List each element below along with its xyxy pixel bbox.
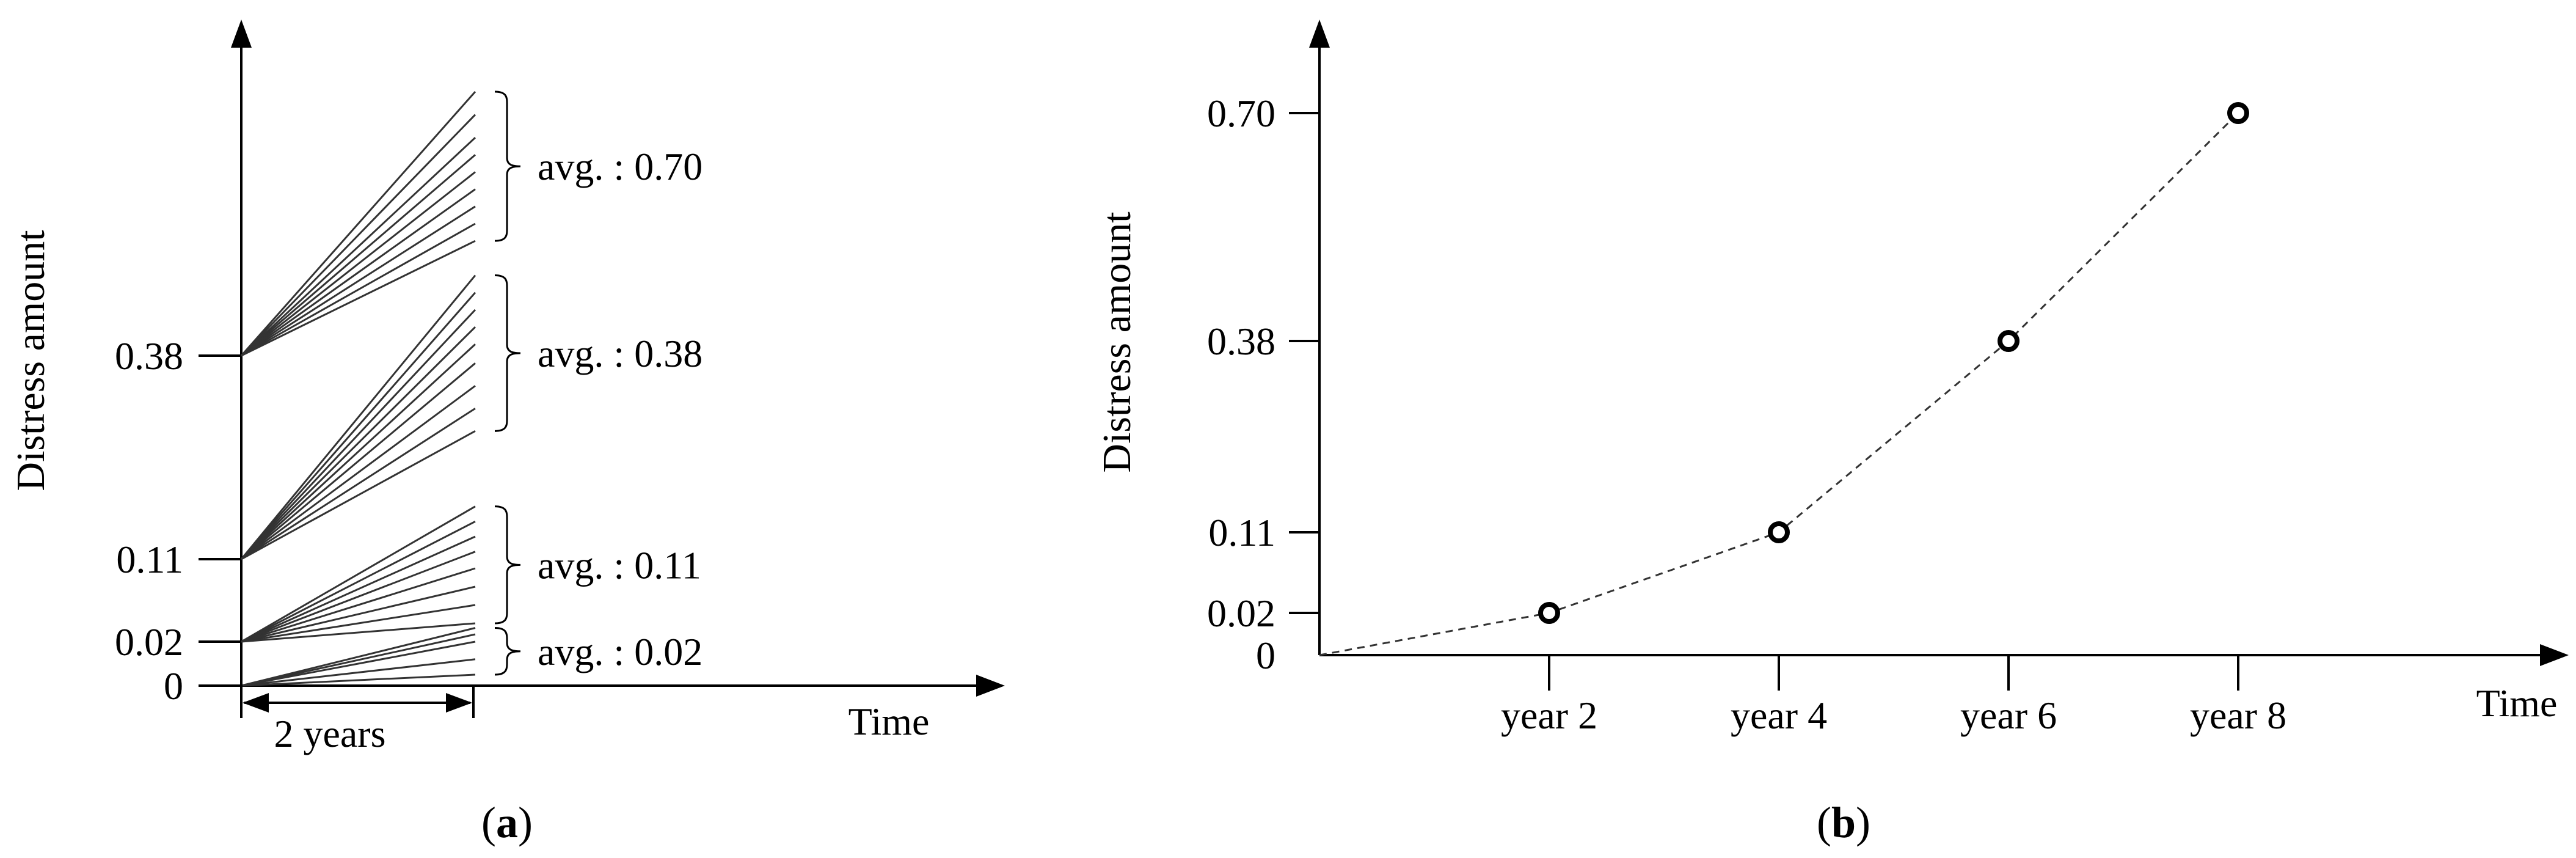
panel-a-trend-line — [241, 430, 476, 560]
panel-a-brace — [494, 505, 521, 625]
panel-a-trend-line — [241, 171, 476, 357]
panel-a-trend-line — [241, 604, 476, 643]
panel-a-trend-line — [240, 91, 476, 356]
panel-a-trend-line — [241, 362, 476, 560]
panel-b-x-axis-arrow — [2540, 644, 2569, 666]
panel-a-y-tick-label: 0 — [164, 664, 183, 708]
panel-b-y-tick-label: 0.02 — [1207, 592, 1275, 635]
panel-b-y-ticks: 00.02 0.11 0.38 0.70 — [1207, 92, 1319, 677]
panel-b-data-point — [1538, 602, 1560, 624]
panel-a-trend-line — [241, 551, 476, 643]
panel-b-y-tick-label: 0 — [1256, 634, 1275, 677]
panel-a-trend-line — [241, 567, 476, 643]
panel-b-y-tick-label: 0.70 — [1207, 92, 1275, 135]
panel-a-avg-label: avg. : 0.70 — [538, 145, 702, 188]
panel-a-trend-line — [241, 505, 476, 643]
panel-a-trend-line — [240, 309, 476, 560]
panel-a-span-label: 2 years — [274, 712, 385, 755]
panel-a-trend-line — [241, 673, 476, 687]
panel-a-y-tick-label: 0.11 — [116, 538, 183, 581]
panel-a-trend-line — [241, 520, 476, 643]
panel-b-caption: (b) — [1817, 798, 1870, 847]
panel-a-trend-line — [241, 585, 476, 643]
panel-b-data-point — [1998, 330, 2020, 352]
panel-a-trend-line — [240, 343, 476, 560]
panel-a-y-ticks: 00.02 0.11 0.38 — [115, 334, 241, 708]
panel-a-caption-letter: a — [496, 798, 518, 847]
panel-a-trend-line — [241, 622, 476, 643]
panel-b-data-point — [1768, 521, 1790, 543]
panel-a-brace — [494, 90, 521, 242]
panel-a-brace — [494, 274, 521, 432]
panel-a-braces: avg. : 0.02 avg. : 0.11 avg. : 0.38 avg. : … — [494, 90, 702, 676]
panel-a-trend-line — [241, 633, 476, 687]
panel-b-x-ticks: year 2 year 4 year 6 year 8 — [1501, 655, 2286, 737]
panel-a-trend-line — [240, 114, 476, 357]
panel-a-trend-line — [241, 640, 476, 687]
panel-a-trend-line — [241, 240, 476, 357]
panel-b-y-axis-arrow — [1309, 20, 1330, 48]
panel-a-span-arrowhead-right — [446, 693, 472, 713]
panel-b-y-tick-label: 0.38 — [1207, 320, 1275, 363]
panel-a-avg-label: avg. : 0.02 — [538, 630, 702, 673]
panel-b-x-tick-label: year 2 — [1501, 694, 1597, 737]
panel-b-x-label: Time — [2476, 681, 2558, 725]
panel-b-y-tick-label: 0.11 — [1208, 511, 1275, 554]
panel-a-avg-label: avg. : 0.38 — [538, 332, 702, 375]
panel-a-avg-label: avg. : 0.11 — [538, 543, 701, 587]
panel-a-y-tick-label: 0.38 — [115, 334, 183, 378]
panel-a-trend-line — [240, 326, 476, 560]
panel-b-caption-letter: b — [1831, 798, 1856, 847]
panel-a-y-tick-label: 0.02 — [115, 620, 183, 664]
panel-a-trend-line — [240, 137, 476, 357]
panel-a-trend-line — [241, 205, 476, 357]
panel-a-trend-line — [240, 274, 476, 560]
panel-a-trend-line — [241, 627, 476, 687]
panel-a-x-label: Time — [848, 700, 930, 743]
panel-b-x-tick-label: year 8 — [2190, 694, 2286, 737]
panel-b: 00.020.110.380.70 year 2 year 4 year 6 year… — [1095, 20, 2569, 847]
panel-a-y-label: Distress amount — [9, 230, 53, 491]
panel-b-x-tick-label: year 4 — [1731, 694, 1827, 737]
panel-a-span-arrowhead-left — [243, 693, 269, 713]
panel-a-trend-line — [241, 658, 476, 687]
panel-a-caption: (a) — [481, 798, 533, 847]
panel-a-trend-line — [240, 292, 476, 560]
panel-b-dashed-line — [1319, 112, 2239, 656]
panel-a-lines — [240, 91, 476, 687]
panel-b-y-label: Distress amount — [1095, 211, 1139, 472]
panel-a-trend-line — [241, 408, 476, 560]
panel-a-trend-line — [241, 188, 476, 357]
panel-a-trend-line — [241, 154, 476, 357]
panel-a-trend-line — [241, 535, 476, 643]
panel-b-series — [1319, 102, 2249, 656]
panel-a-trend-line — [241, 385, 476, 560]
panel-b-x-tick-label: year 6 — [1960, 694, 2057, 737]
panel-a-trend-line — [241, 222, 476, 357]
panel-a-brace — [494, 627, 521, 676]
panel-a-x-axis-arrow — [976, 675, 1005, 697]
panel-a-y-axis-arrow — [231, 20, 252, 48]
panel-b-data-point — [2227, 102, 2249, 124]
